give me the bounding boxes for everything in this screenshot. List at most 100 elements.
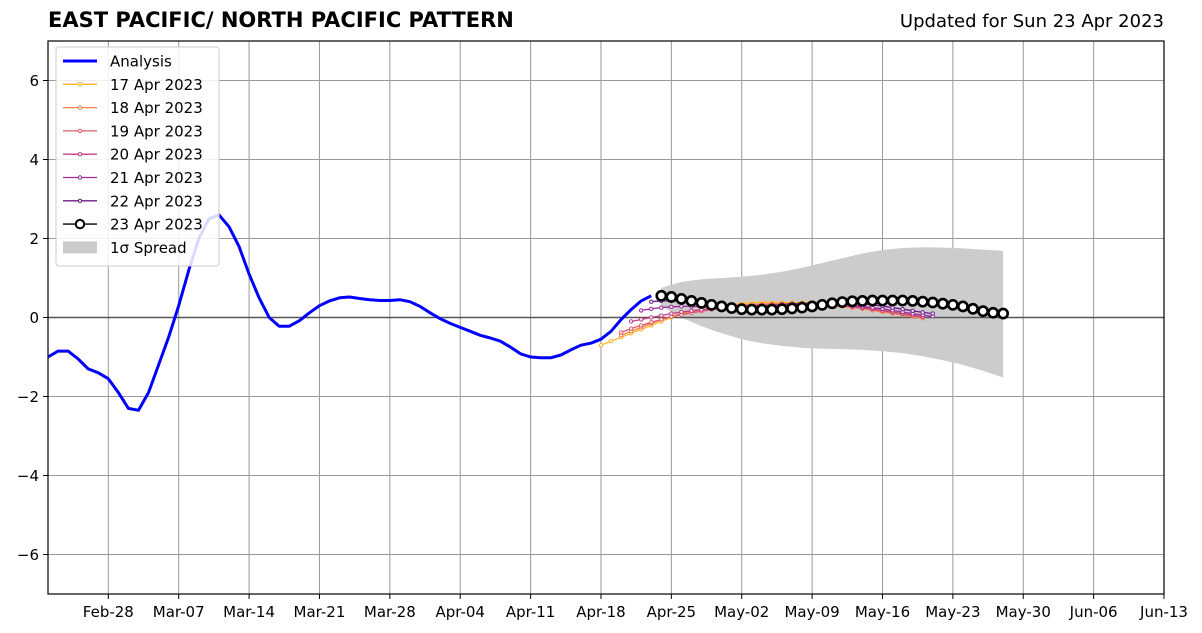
x-tick-label: Mar-07 <box>153 603 205 621</box>
legend-marker <box>77 175 83 180</box>
legend-marker <box>77 198 83 204</box>
forecast-point <box>679 304 684 309</box>
legend-label: Analysis <box>110 53 172 71</box>
x-tick-label: May-23 <box>925 603 980 621</box>
forecast-point <box>776 303 788 316</box>
forecast-point <box>866 294 879 307</box>
forecast-point <box>669 311 674 316</box>
x-tick-label: Mar-14 <box>223 603 275 621</box>
forecast-point <box>659 317 664 322</box>
forecast-point <box>916 295 929 308</box>
forecast-point <box>725 302 738 314</box>
x-tick-label: Mar-28 <box>364 603 416 621</box>
forecast-point <box>628 326 634 331</box>
forecast-point <box>816 298 829 311</box>
chart-title: EAST PACIFIC/ NORTH PACIFIC PATTERN <box>48 8 514 32</box>
y-tick-label: 6 <box>29 72 39 90</box>
legend-marker <box>77 105 83 110</box>
forecast-point <box>685 295 698 307</box>
legend-label: 19 Apr 2023 <box>110 122 203 140</box>
forecast-point <box>669 304 674 310</box>
forecast-point <box>900 307 905 312</box>
legend-label: 1σ Spread <box>110 239 187 257</box>
legend-label: 23 Apr 2023 <box>110 216 203 234</box>
x-tick-label: May-30 <box>996 603 1051 621</box>
forecast-point <box>890 305 895 310</box>
legend-item-spread: 1σ Spread <box>63 239 187 257</box>
forecast-point <box>920 310 925 315</box>
forecast-point <box>638 308 644 313</box>
legend-label: 17 Apr 2023 <box>110 76 203 94</box>
forecast-point <box>675 293 688 305</box>
legend-item-f0423: 23 Apr 2023 <box>63 216 203 234</box>
legend-item-f0419: 19 Apr 2023 <box>63 122 203 140</box>
x-tick-label: Feb-28 <box>83 603 134 621</box>
forecast-point <box>946 298 959 311</box>
forecast-point <box>705 298 718 311</box>
legend-marker <box>77 128 83 134</box>
forecast-point <box>715 300 728 313</box>
legend-item-analysis: Analysis <box>63 53 172 71</box>
axis-ticks: Feb-28 Mar-07 Mar-14 Mar-21 Mar-28 Apr-04 Apr-… <box>17 72 1188 621</box>
legend-label: 21 Apr 2023 <box>110 169 203 187</box>
forecast-point <box>977 305 989 318</box>
analysis-line <box>47 213 652 412</box>
forecast-point <box>638 317 644 322</box>
legend-marker <box>77 152 83 157</box>
legend-label: 20 Apr 2023 <box>110 146 203 164</box>
legend-item-f0421: 21 Apr 2023 <box>63 169 203 187</box>
x-tick-label: May-16 <box>855 603 910 621</box>
forecast-point <box>649 320 654 325</box>
legend-label: 22 Apr 2023 <box>110 192 203 210</box>
legend-swatch <box>63 241 97 254</box>
legend-item-f0418: 18 Apr 2023 <box>63 99 203 117</box>
forecast-point <box>618 330 624 335</box>
forecast-point <box>806 300 819 313</box>
x-tick-label: Apr-18 <box>576 603 626 621</box>
x-tick-label: Apr-11 <box>506 603 556 621</box>
forecast-point <box>598 342 604 348</box>
y-tick-label: 2 <box>29 230 39 248</box>
updated-date: Updated for Sun 23 Apr 2023 <box>899 11 1164 32</box>
forecast-point <box>679 309 684 315</box>
forecast-point <box>886 294 899 307</box>
forecast-point <box>930 311 935 316</box>
legend-label: 18 Apr 2023 <box>110 99 203 117</box>
forecast-point <box>755 303 768 316</box>
legend-item-f0417: 17 Apr 2023 <box>63 76 203 94</box>
forecast-point <box>967 302 979 315</box>
forecast-point <box>745 303 758 316</box>
forecast-point <box>826 297 839 310</box>
forecast-point <box>796 301 808 314</box>
forecast-point <box>735 303 748 316</box>
forecast-point <box>876 294 889 307</box>
forecast-point <box>836 296 849 308</box>
spread-band <box>661 247 1004 378</box>
forecast-point <box>655 289 668 302</box>
y-tick-label: −2 <box>17 388 39 406</box>
forecast-point <box>987 306 999 319</box>
forecast-point <box>649 306 654 312</box>
forecast-point <box>608 339 614 344</box>
x-tick-label: Apr-25 <box>647 603 697 621</box>
forecast-point <box>957 300 969 313</box>
legend-marker <box>77 82 83 87</box>
forecast-point <box>695 296 708 309</box>
forecast-point <box>659 313 664 318</box>
forecast-f0423 <box>655 289 1010 320</box>
legend-item-f0422: 22 Apr 2023 <box>63 192 203 210</box>
series-layer <box>47 213 1010 412</box>
legend-box <box>55 46 220 267</box>
forecast-point <box>649 315 654 320</box>
forecast-point <box>628 319 634 324</box>
x-tick-label: Mar-21 <box>294 603 346 621</box>
y-tick-label: −6 <box>17 546 39 564</box>
forecast-point <box>665 291 678 303</box>
y-tick-label: 4 <box>29 151 39 169</box>
forecast-point <box>765 303 778 316</box>
y-tick-label: 0 <box>29 309 39 327</box>
forecast-point <box>896 294 909 307</box>
forecast-point <box>910 308 915 313</box>
forecast-point <box>846 295 859 308</box>
